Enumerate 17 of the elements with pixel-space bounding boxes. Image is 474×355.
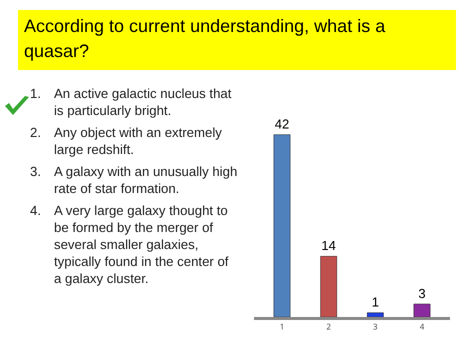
x-tick-label: 4 (420, 322, 425, 333)
text: 2. Any object with an extremely large redshift. (30, 124, 223, 158)
text: 3. A galaxy with an unusually high rate of star formation. (30, 163, 238, 197)
data-label: 14 (321, 238, 336, 254)
text: 4. A very large galaxy thought to be formed by the merger of several smaller galaxies, typically found in the center of a galaxy cluster. (30, 202, 230, 287)
bar (414, 304, 430, 317)
bar (366, 312, 384, 317)
data-label: 3 (418, 286, 426, 301)
text: 1. An active galactic nucleus that is particularly bright. (30, 85, 232, 119)
data-label: 1 (372, 294, 379, 310)
x-tick-label: 2 (326, 322, 332, 333)
data-label: 42 (274, 116, 290, 132)
bar (274, 134, 290, 317)
bar (320, 256, 338, 317)
x-tick-label: 1 (280, 322, 284, 333)
x-tick-label: 3 (373, 322, 378, 333)
chart-title: According to current understanding, what is a quasar? (18, 10, 456, 70)
